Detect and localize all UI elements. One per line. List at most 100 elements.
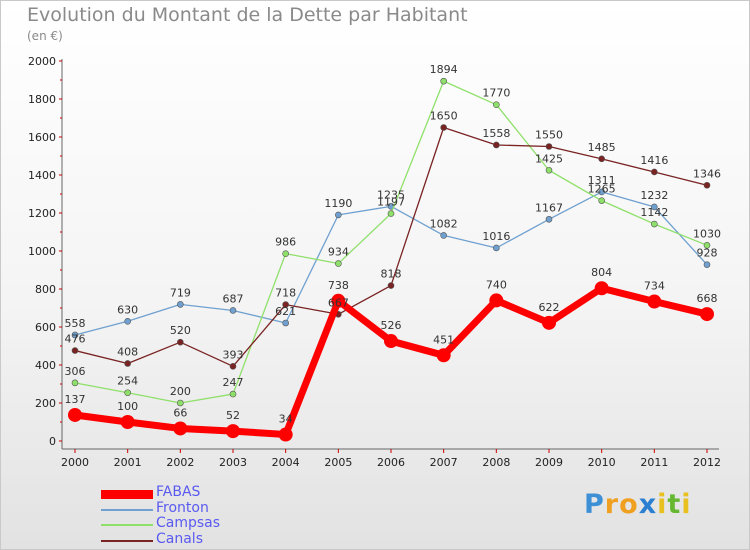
x-tick-label: 2011: [640, 456, 668, 469]
data-label: 630: [117, 303, 138, 316]
data-label: 622: [539, 301, 560, 314]
data-point: [71, 331, 79, 339]
data-label: 667: [328, 296, 349, 309]
logo-letter: r: [604, 489, 620, 520]
y-tick-label: 1000: [28, 245, 56, 258]
data-point: [647, 294, 662, 309]
data-point: [594, 281, 609, 296]
data-label: 804: [591, 266, 612, 279]
logo-letter: i: [657, 489, 668, 520]
chart-subtitle: (en €): [27, 29, 63, 43]
logo-letter: o: [619, 489, 639, 520]
data-label: 451: [433, 333, 454, 346]
data-label: 818: [381, 268, 402, 281]
data-point: [177, 301, 184, 308]
data-point: [493, 244, 500, 252]
data-label: 254: [117, 375, 138, 388]
data-label: 986: [275, 236, 296, 249]
data-label: 1197: [377, 196, 405, 209]
data-label: 1416: [640, 154, 668, 167]
x-tick-label: 2001: [114, 456, 142, 469]
data-label: 621: [275, 305, 296, 318]
x-tick-label: 2003: [219, 456, 247, 469]
data-label: 247: [223, 376, 244, 389]
x-tick-label: 2006: [377, 456, 405, 469]
data-point: [173, 421, 188, 436]
logo-letter: i: [681, 489, 692, 520]
x-tick-label: 2009: [535, 456, 563, 469]
y-tick-label: 0: [49, 435, 56, 448]
data-point: [120, 415, 135, 429]
data-label: 1550: [535, 129, 563, 142]
data-point: [387, 282, 395, 289]
series-line: [74, 80, 708, 404]
data-point: [282, 250, 289, 257]
series-fabas: [68, 281, 714, 442]
data-point: [124, 389, 131, 397]
data-point: [68, 407, 82, 422]
x-tick-label: 2002: [166, 456, 194, 469]
data-label: 1265: [588, 183, 616, 196]
data-label: 1346: [693, 167, 721, 180]
data-label: 740: [486, 278, 507, 291]
data-point: [700, 307, 714, 322]
y-tick-label: 1200: [28, 207, 56, 220]
data-label: 738: [328, 279, 349, 292]
series-layer: [68, 77, 714, 442]
y-tick-label: 200: [35, 397, 56, 410]
data-label: 52: [226, 409, 240, 422]
data-point: [598, 188, 605, 196]
y-tick-label: 2000: [28, 55, 56, 68]
data-label: 558: [65, 317, 86, 330]
data-point: [387, 210, 395, 217]
data-label: 1167: [535, 201, 563, 214]
data-label: 1485: [588, 141, 616, 154]
data-label: 687: [223, 292, 244, 305]
legend-label: Fronton: [156, 499, 209, 516]
data-label: 1030: [693, 227, 721, 240]
data-label: 100: [117, 400, 138, 413]
x-tick-label: 2008: [482, 456, 510, 469]
data-point: [71, 379, 79, 387]
data-point: [124, 317, 131, 325]
data-label: 719: [170, 286, 191, 299]
data-point: [71, 347, 79, 354]
data-label: 734: [644, 280, 665, 293]
data-point: [331, 293, 346, 308]
data-label: 476: [65, 333, 86, 346]
data-label: 1650: [430, 110, 458, 123]
legend-label: Campsas: [156, 515, 221, 531]
data-point: [335, 211, 342, 219]
x-tick-label: 2012: [693, 456, 721, 469]
data-label: 1235: [377, 188, 405, 201]
axes: 0 200 400 600 800 1000 1200 1400 1600 1800 2000 200…: [28, 55, 721, 469]
data-point: [436, 348, 451, 363]
data-point: [229, 307, 237, 314]
data-label: 34: [279, 413, 293, 426]
data-label: 137: [65, 393, 86, 406]
y-tick-label: 800: [35, 283, 56, 296]
data-point: [703, 261, 711, 268]
data-point: [440, 124, 447, 131]
data-label: 1311: [588, 174, 616, 187]
data-point: [651, 220, 658, 228]
data-point: [703, 181, 711, 189]
y-tick-label: 1600: [28, 131, 56, 144]
data-point: [226, 424, 240, 439]
data-label: 1016: [482, 230, 510, 243]
logo-letter: x: [638, 489, 658, 520]
logo-letter: P: [584, 489, 605, 520]
data-point: [229, 363, 237, 370]
data-label: 1190: [324, 197, 352, 210]
x-tick-label: 2000: [61, 456, 89, 469]
legend-swatch: [101, 524, 153, 526]
data-point: [440, 232, 447, 239]
data-label: 668: [697, 292, 718, 305]
legend-swatch: [101, 489, 153, 499]
proxiti-logo: Proxiti: [584, 489, 692, 520]
data-point: [282, 319, 289, 327]
data-point: [489, 293, 504, 308]
y-tick-label: 1800: [28, 93, 56, 106]
data-label: 718: [275, 287, 296, 300]
